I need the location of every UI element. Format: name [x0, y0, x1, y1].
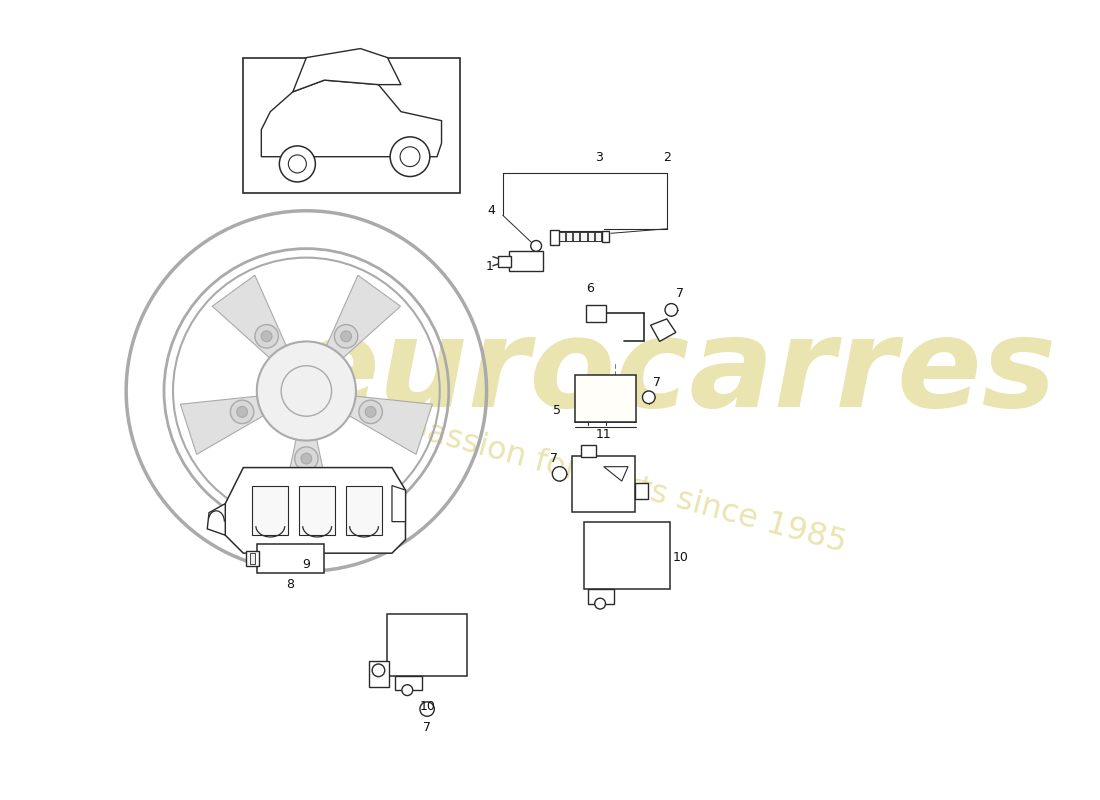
- Bar: [250, 553, 255, 564]
- Polygon shape: [262, 80, 441, 157]
- Circle shape: [372, 664, 385, 677]
- Bar: [246, 551, 258, 566]
- Polygon shape: [604, 466, 628, 481]
- Bar: [256, 544, 324, 573]
- Bar: [636, 483, 648, 499]
- Bar: [602, 230, 609, 242]
- Polygon shape: [212, 275, 286, 358]
- Polygon shape: [180, 396, 263, 454]
- Bar: [573, 232, 580, 241]
- Circle shape: [390, 137, 430, 177]
- Bar: [498, 256, 510, 266]
- Circle shape: [301, 453, 311, 464]
- Circle shape: [236, 406, 248, 418]
- Circle shape: [341, 331, 352, 342]
- Circle shape: [230, 400, 254, 423]
- Polygon shape: [650, 319, 675, 342]
- Bar: [559, 232, 565, 241]
- Bar: [387, 614, 466, 676]
- Text: 7: 7: [653, 376, 661, 389]
- Text: 6: 6: [586, 282, 594, 294]
- Bar: [252, 486, 288, 535]
- Bar: [588, 590, 614, 604]
- Bar: [575, 374, 636, 422]
- Text: 10: 10: [672, 551, 689, 564]
- Circle shape: [282, 366, 331, 416]
- Text: 8: 8: [286, 578, 294, 591]
- Text: 7: 7: [675, 287, 684, 300]
- Circle shape: [642, 391, 656, 404]
- Bar: [581, 445, 595, 457]
- Bar: [370, 662, 389, 686]
- Polygon shape: [280, 439, 332, 515]
- Circle shape: [288, 155, 307, 173]
- Circle shape: [365, 406, 376, 418]
- Bar: [346, 486, 382, 535]
- Circle shape: [295, 447, 318, 470]
- Bar: [572, 456, 636, 512]
- Circle shape: [552, 466, 567, 481]
- Text: 7: 7: [550, 452, 558, 465]
- Bar: [299, 486, 336, 535]
- Circle shape: [334, 325, 358, 348]
- Circle shape: [530, 241, 541, 251]
- Text: 9: 9: [302, 558, 310, 570]
- Circle shape: [666, 303, 678, 316]
- Text: a passion for parts since 1985: a passion for parts since 1985: [375, 404, 850, 558]
- Circle shape: [261, 331, 272, 342]
- Text: 5: 5: [553, 404, 561, 418]
- Text: 2: 2: [663, 151, 671, 164]
- Polygon shape: [207, 504, 226, 535]
- Polygon shape: [350, 396, 432, 454]
- Bar: [584, 522, 670, 590]
- Circle shape: [400, 146, 420, 166]
- Text: eurocarres: eurocarres: [295, 313, 1057, 434]
- Circle shape: [420, 702, 434, 716]
- Text: 10: 10: [419, 700, 435, 713]
- Bar: [565, 232, 572, 241]
- Circle shape: [359, 400, 383, 423]
- Polygon shape: [327, 275, 400, 358]
- Circle shape: [279, 146, 316, 182]
- Bar: [595, 232, 601, 241]
- Text: 1: 1: [486, 260, 494, 273]
- Text: 11: 11: [596, 429, 612, 442]
- Bar: [395, 676, 421, 690]
- Circle shape: [595, 598, 605, 609]
- Text: 3: 3: [595, 151, 603, 164]
- Text: 7: 7: [424, 721, 431, 734]
- Polygon shape: [226, 467, 406, 553]
- Circle shape: [255, 325, 278, 348]
- Bar: [585, 306, 605, 322]
- Polygon shape: [550, 230, 559, 245]
- Bar: [243, 58, 460, 193]
- Text: 4: 4: [487, 204, 496, 218]
- Bar: [509, 251, 543, 271]
- Polygon shape: [392, 486, 406, 522]
- Polygon shape: [293, 49, 402, 92]
- Circle shape: [402, 685, 412, 695]
- Circle shape: [256, 342, 356, 441]
- Bar: [587, 232, 594, 241]
- Bar: [581, 232, 586, 241]
